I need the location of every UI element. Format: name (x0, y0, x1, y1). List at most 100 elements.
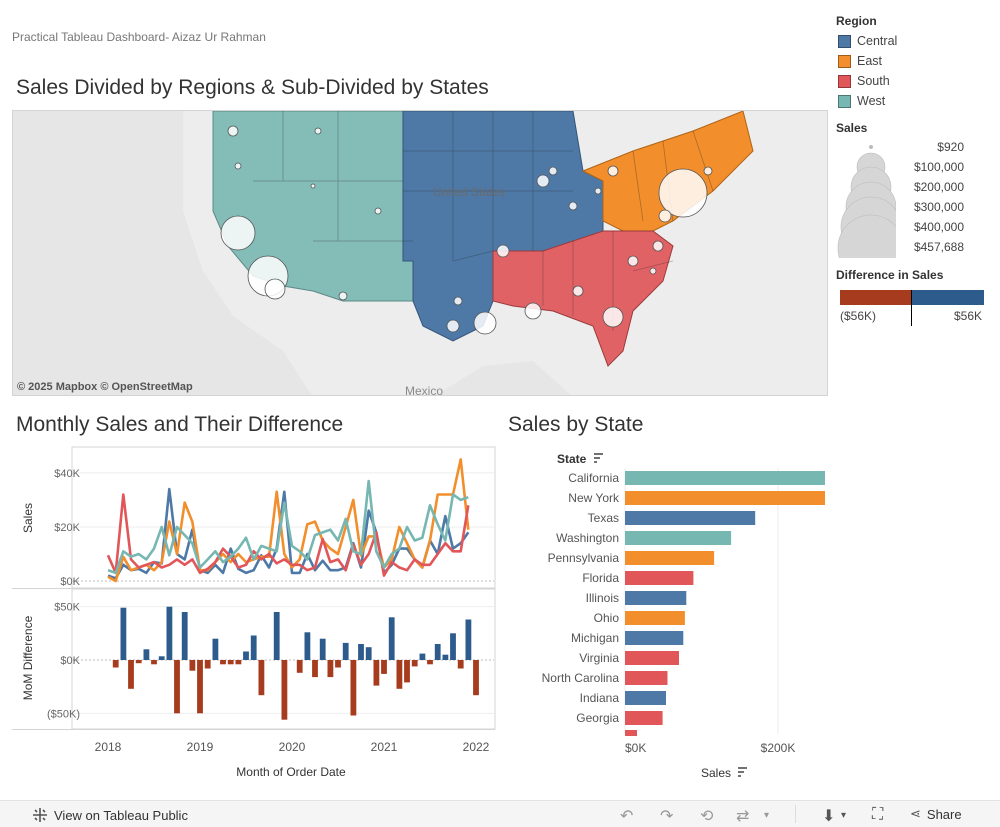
diff-ramp-positive (912, 290, 984, 305)
x-tick-label: 2018 (95, 740, 122, 754)
undo-icon[interactable]: ↶ (620, 808, 634, 825)
x-tick-label: 2021 (371, 740, 398, 754)
state-x-tick-label: $200K (761, 741, 796, 755)
mom-bar (227, 660, 234, 665)
sales-map[interactable]: United States Mexico © 2025 Mapbox © Ope… (12, 110, 828, 396)
diff-ramp-negative (840, 290, 912, 305)
sales-legend-title: Sales (836, 121, 868, 135)
share-icon: ⋖ (910, 806, 921, 821)
attribution-osm[interactable]: © OpenStreetMap (100, 381, 193, 393)
mom-bar (450, 633, 456, 660)
mom-bar (304, 632, 311, 660)
mom-bar (319, 638, 326, 660)
mom-bar (350, 660, 357, 716)
state-bar (625, 471, 825, 485)
size-label: $200,000 (913, 180, 964, 194)
sales-sort-icon[interactable] (738, 767, 747, 777)
sort-icon[interactable] (594, 453, 603, 463)
diff-min-label: ($56K) (840, 309, 877, 323)
state-x-tick-label: $0K (625, 741, 646, 755)
mom-bar (235, 660, 242, 665)
map-attribution[interactable]: © 2025 Mapbox © OpenStreetMap (17, 381, 193, 393)
mom-bar (220, 660, 226, 665)
mom-bar (365, 647, 372, 660)
revert-icon[interactable]: ⟲ (700, 808, 714, 825)
footer-toolbar: View on Tableau Public ↶ ↷ ⟲ ⇄ ▾ ⬇ ▾ ⛶ ⋖… (0, 800, 1000, 827)
size-label: $100,000 (913, 160, 964, 174)
state-label: Virginia (579, 651, 619, 665)
state-label: Texas (588, 511, 619, 525)
state-label: Illinois (586, 591, 619, 605)
region-legend: Central East South West (838, 31, 897, 111)
states-chart[interactable]: State California New York Texas Washington P… (505, 446, 825, 786)
mom-bar (135, 660, 142, 664)
legend-item-central[interactable]: Central (838, 31, 897, 51)
share-label: Share (926, 806, 962, 822)
legend-label-central: Central (857, 34, 898, 48)
bar-y-tick-label: $50K (54, 602, 80, 614)
refresh-icon[interactable]: ⇄ (736, 808, 750, 825)
size-label: $400,000 (913, 220, 964, 234)
legend-item-west[interactable]: West (838, 91, 897, 111)
line-y-ticks: $40K $20K $0K (54, 468, 80, 588)
download-icon[interactable]: ⬇ (822, 808, 836, 825)
mom-bar (212, 638, 219, 660)
mom-bar (457, 660, 464, 669)
mom-bar (419, 653, 426, 660)
state-label: Florida (582, 571, 619, 585)
mom-bar (151, 660, 157, 665)
mom-bar (120, 607, 127, 660)
mom-bar (411, 660, 418, 667)
legend-item-south[interactable]: South (838, 71, 897, 91)
mom-bar (112, 660, 119, 668)
swatch-central (838, 34, 851, 48)
x-tick-label: 2019 (187, 740, 214, 754)
state-header[interactable]: State (557, 452, 587, 466)
region-south (492, 230, 674, 367)
diff-max-label: $56K (954, 309, 983, 323)
monthly-chart[interactable]: $40K$20K$0K $50K$0K($50K) 2018 2019 2020 20… (12, 446, 497, 786)
state-labels: California New York Texas Washington Pennsyl… (542, 471, 620, 725)
states-title: Sales by State (508, 413, 644, 436)
mom-bar (273, 612, 280, 660)
state-label: Georgia (576, 711, 619, 725)
attribution-mapbox[interactable]: © 2025 Mapbox (17, 381, 98, 393)
mom-bar (335, 660, 341, 668)
bar-marks (112, 606, 479, 720)
chevron-down-icon[interactable]: ▾ (764, 810, 770, 821)
mom-bar (442, 654, 449, 660)
mom-bar (381, 660, 387, 674)
state-label: Pennsylvania (548, 551, 620, 565)
state-bar (625, 611, 685, 625)
state-bar (625, 551, 715, 565)
mom-bar (204, 660, 211, 669)
view-on-tableau-label: View on Tableau Public (54, 807, 188, 823)
legend-label-west: West (857, 94, 886, 108)
legend-item-east[interactable]: East (838, 51, 897, 71)
bar-y-tick-label: ($50K) (47, 708, 80, 720)
view-on-tableau-link[interactable]: View on Tableau Public (32, 807, 188, 823)
share-button[interactable]: ⋖ Share (910, 806, 962, 822)
swatch-south (838, 74, 851, 88)
mom-bar (342, 642, 349, 660)
redo-icon[interactable]: ↷ (660, 808, 674, 825)
dashboard-title: Practical Tableau Dashboard- Aizaz Ur Ra… (12, 30, 266, 44)
mom-bar (312, 660, 318, 678)
state-bar (625, 651, 679, 665)
fullscreen-icon[interactable]: ⛶ (872, 806, 884, 823)
line-series (106, 458, 470, 583)
state-label: Ohio (594, 611, 620, 625)
line-y-tick-label: $40K (54, 468, 80, 480)
mom-bar (158, 656, 165, 660)
bar-y-title: MoM Difference (21, 615, 35, 700)
diff-ramp-center-mark (911, 290, 912, 326)
state-bar (625, 571, 694, 585)
download-chevron-icon[interactable]: ▾ (841, 810, 847, 821)
state-label: Washington (556, 531, 619, 545)
swatch-east (838, 54, 851, 68)
state-bar (625, 491, 825, 505)
mom-bar (373, 660, 380, 686)
diff-color-ramp[interactable] (840, 290, 984, 305)
series-line-west (107, 479, 469, 575)
sales-size-legend: $920 $100,000 $200,000 $300,000 $400,000… (874, 140, 964, 260)
